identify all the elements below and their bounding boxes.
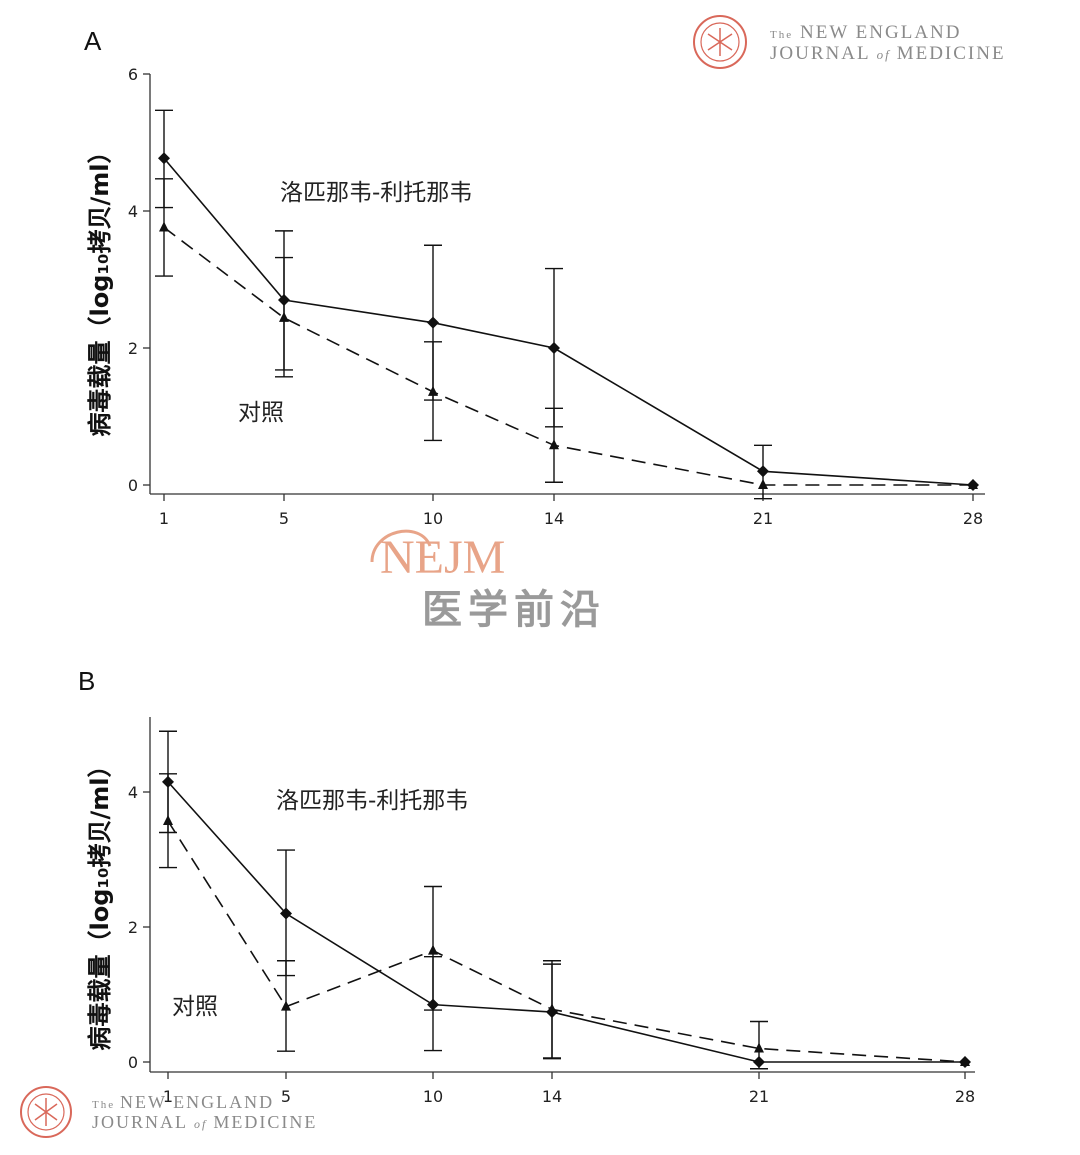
- data-point-triangle: [968, 479, 978, 489]
- panel-a-letter: A: [84, 26, 102, 56]
- logo-medicine: MEDICINE: [897, 43, 1006, 64]
- x-tick-label: 10: [423, 509, 443, 528]
- x-tick-label: 1: [159, 509, 169, 528]
- watermark-subtitle: 医学前沿: [422, 586, 606, 633]
- data-point-triangle: [549, 439, 559, 450]
- series-line-treatment: [167, 781, 965, 1063]
- logo-bottom-medicine: MEDICINE: [213, 1112, 317, 1132]
- data-point-triangle: [754, 1042, 764, 1053]
- logo-bottom-prefix: The: [92, 1099, 115, 1111]
- x-tick-label: 28: [955, 1087, 975, 1106]
- logo-bottom-of: of: [194, 1117, 207, 1131]
- series-label-control: 对照: [238, 400, 284, 426]
- y-tick-label: 4: [128, 783, 138, 802]
- panel-b-ylabel: 病毒载量（log₁₀拷贝/ml）: [86, 754, 114, 1051]
- watermark-brand: NEJM: [380, 531, 505, 584]
- nejm-logo-bottom: The NEW ENGLAND JOURNAL of MEDICINE: [20, 1086, 317, 1138]
- panel-b-letter: B: [78, 666, 95, 696]
- logo-bottom-journal: JOURNAL: [92, 1112, 188, 1132]
- series-label-control: 对照: [172, 994, 218, 1020]
- logo-line1: NEW ENGLAND: [800, 22, 962, 43]
- x-tick-label: 10: [423, 1087, 443, 1106]
- data-point-diamond: [427, 316, 439, 329]
- series-line-treatment: [163, 157, 974, 486]
- panel-b: B 病毒载量（log₁₀拷贝/ml） 0 2 4 1 5 10 14 21 28 洛匹那韦-利托那…: [78, 666, 975, 1106]
- y-tick-label: 6: [128, 65, 138, 84]
- data-point-triangle: [279, 311, 289, 322]
- series-line-control: [167, 820, 966, 1063]
- data-point-triangle: [547, 1003, 557, 1014]
- y-tick-label: 2: [128, 339, 138, 358]
- data-point-triangle: [428, 385, 438, 396]
- series-line-control: [163, 226, 973, 486]
- logo-journal: JOURNAL: [770, 43, 871, 64]
- y-tick-label: 0: [128, 476, 138, 495]
- svg-text:The: The: [92, 1099, 115, 1111]
- x-tick-label: 21: [749, 1087, 769, 1106]
- series-label-treatment: 洛匹那韦-利托那韦: [276, 788, 468, 814]
- data-point-triangle: [159, 221, 169, 232]
- svg-text:The: The: [770, 29, 793, 41]
- y-tick-label: 4: [128, 202, 138, 221]
- x-tick-label: 14: [544, 509, 564, 528]
- nejm-seal-bottom-icon: [20, 1086, 72, 1138]
- series-label-treatment: 洛匹那韦-利托那韦: [280, 180, 472, 206]
- nejm-logo-top: The NEW ENGLAND JOURNAL of MEDICINE: [693, 15, 1006, 69]
- data-point-diamond: [280, 907, 292, 920]
- data-point-diamond: [158, 152, 170, 165]
- panel-a: A 病毒载量（log₁₀拷贝/ml） 0 2 4 6 1 5 10 14 21 28 洛匹那韦-利托…: [84, 26, 985, 528]
- x-tick-label: 1: [163, 1087, 173, 1106]
- data-point-triangle: [428, 944, 438, 955]
- nejm-watermark: NEJM 医学前沿: [370, 529, 606, 633]
- logo-bottom-line1: NEW ENGLAND: [120, 1092, 274, 1112]
- data-point-diamond: [757, 465, 769, 478]
- x-tick-label: 28: [963, 509, 983, 528]
- watermark-swirl-icon: [370, 529, 432, 563]
- logo-of: of: [877, 47, 892, 62]
- x-tick-label: 5: [279, 509, 289, 528]
- y-tick-label: 2: [128, 918, 138, 937]
- x-tick-label: 5: [281, 1087, 291, 1106]
- nejm-seal-icon: [693, 15, 747, 69]
- x-tick-label: 21: [753, 509, 773, 528]
- logo-prefix: The: [770, 29, 793, 41]
- data-point-triangle: [758, 479, 768, 489]
- data-point-diamond: [548, 342, 560, 354]
- panel-a-ylabel: 病毒载量（log₁₀拷贝/ml）: [86, 140, 114, 437]
- y-tick-label: 0: [128, 1053, 138, 1072]
- x-tick-label: 14: [542, 1087, 562, 1106]
- data-point-triangle: [960, 1056, 970, 1066]
- data-point-triangle: [163, 815, 173, 826]
- data-point-triangle: [281, 1000, 291, 1011]
